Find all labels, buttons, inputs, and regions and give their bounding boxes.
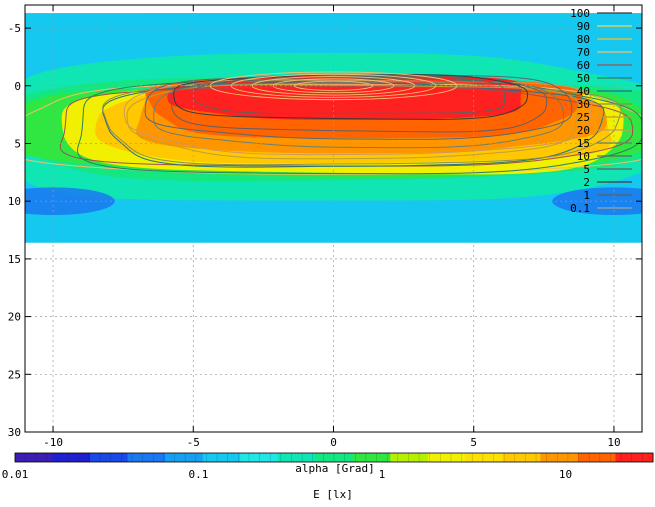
colorbar-segment: [203, 453, 241, 462]
colorbar-segment: [53, 453, 91, 462]
colorbar-segment: [165, 453, 203, 462]
colorbar-tick-label: 10: [559, 468, 572, 481]
legend-label: 25: [577, 111, 590, 124]
legend-label: 90: [577, 20, 590, 33]
y-tick-label: 5: [14, 137, 21, 150]
legend-label: 80: [577, 33, 590, 46]
colorbar-segment: [465, 453, 503, 462]
colorbar-segment: [128, 453, 166, 462]
colorbar-segment: [15, 453, 53, 462]
y-tick-label: 20: [8, 311, 21, 324]
y-tick-label: 30: [8, 426, 21, 439]
colorbar-segment: [240, 453, 278, 462]
x-tick-label: -5: [187, 436, 200, 449]
legend-label: 10: [577, 150, 590, 163]
y-tick-label: 10: [8, 195, 21, 208]
colorbar-segment: [278, 453, 316, 462]
y-tick-label: 15: [8, 253, 21, 266]
y-tick-label: -5: [8, 22, 21, 35]
legend-label: 70: [577, 46, 590, 59]
legend-label: 60: [577, 59, 590, 72]
y-tick-label: 0: [14, 80, 21, 93]
y-tick-label: 25: [8, 368, 21, 381]
x-tick-label: -10: [43, 436, 63, 449]
legend-label: 0.1: [570, 202, 590, 215]
colorbar-label: E [lx]: [313, 488, 353, 501]
legend-label: 15: [577, 137, 590, 150]
colorbar-segment: [90, 453, 128, 462]
colorbar-segment: [540, 453, 578, 462]
legend-label: 20: [577, 124, 590, 137]
legend-label: 100: [570, 7, 590, 20]
legend-label: 50: [577, 72, 590, 85]
colorbar-tick-label: 0.01: [2, 468, 29, 481]
colorbar-segment: [353, 453, 391, 462]
x-tick-label: 5: [470, 436, 477, 449]
colorbar-segment: [503, 453, 541, 462]
legend-label: 1: [583, 189, 590, 202]
x-tick-label: 10: [607, 436, 620, 449]
contour-fill-group: [0, 9, 655, 242]
colorbar-tick-label: 1: [379, 468, 386, 481]
colorbar-tick-label: 0.1: [189, 468, 209, 481]
x-tick-label: 0: [330, 436, 337, 449]
legend-label: 2: [583, 176, 590, 189]
colorbar-segment: [428, 453, 466, 462]
legend-label: 5: [583, 163, 590, 176]
x-axis-label: alpha [Grad]: [295, 462, 374, 475]
legend-label: 40: [577, 85, 590, 98]
legend-label: 30: [577, 98, 590, 111]
colorbar-segment: [390, 453, 428, 462]
